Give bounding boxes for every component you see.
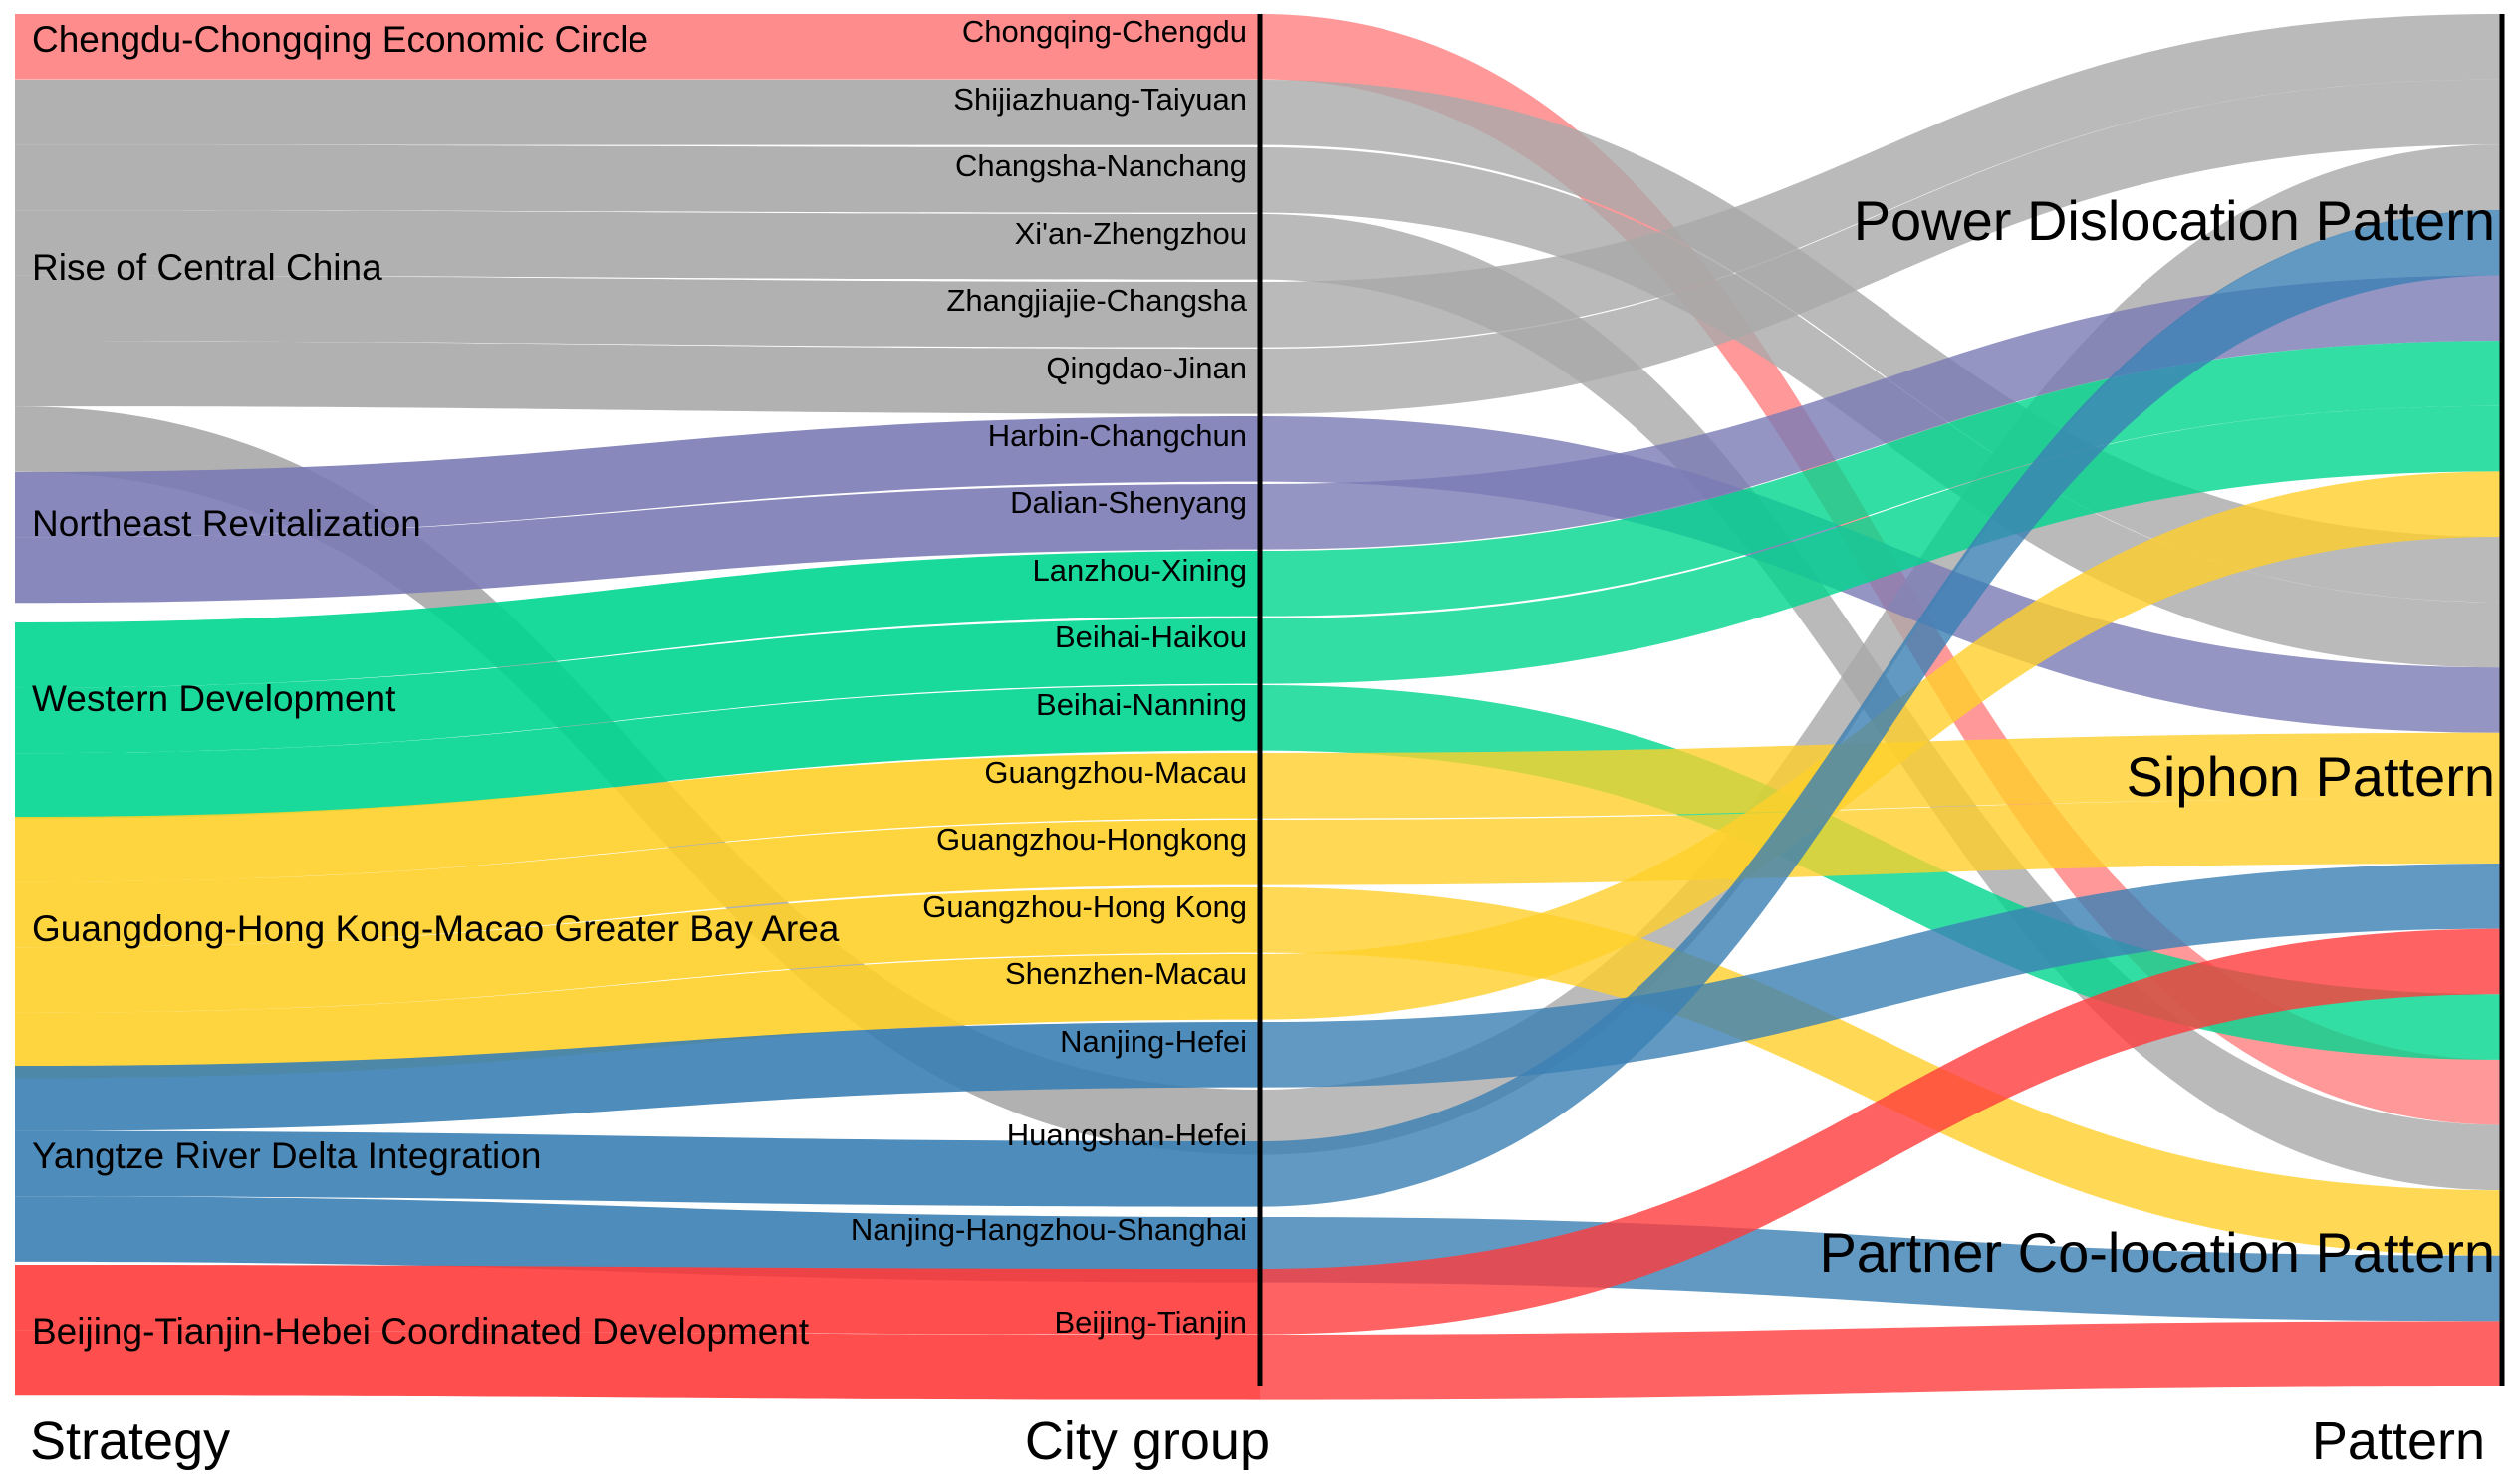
flow-strategy-to-city-9 bbox=[15, 551, 1260, 688]
pattern-label: Power Dislocation Pattern bbox=[1854, 189, 2495, 252]
flow-strategy-to-city-17 bbox=[15, 1130, 1260, 1207]
flow-city-to-pattern-9 bbox=[1260, 341, 2502, 617]
city-group-label: Shijiazhuang-Taiyuan bbox=[953, 82, 1247, 117]
city-group-label: Zhangjiajie-Changsha bbox=[946, 283, 1247, 318]
flow-strategy-to-city-12 bbox=[15, 753, 1260, 882]
flow-strategy-to-city-16 bbox=[15, 1022, 1260, 1131]
pattern-label: Partner Co-location Pattern bbox=[1819, 1221, 2495, 1284]
city-group-label: Guangzhou-Hong Kong bbox=[922, 889, 1247, 924]
flow-city-to-pattern-5 bbox=[1260, 79, 2502, 414]
flow-strategy-to-city-8 bbox=[15, 484, 1260, 604]
strategy-label: Rise of Central China bbox=[32, 247, 382, 288]
flow-strategy-to-city-15 bbox=[15, 954, 1260, 1079]
label-layer: Chengdu-Chongqing Economic Circle Rise of… bbox=[32, 14, 2495, 1352]
strategy-label: Western Development bbox=[32, 678, 396, 719]
flow-city-to-pattern-15 bbox=[1260, 471, 2502, 1020]
city-group-label: Chongqing-Chengdu bbox=[962, 14, 1247, 49]
flow-city-to-pattern-6 bbox=[1260, 144, 2502, 1155]
flow-city-to-pattern-19 bbox=[1260, 928, 2502, 1335]
flow-strategy-to-city-20 bbox=[15, 1330, 1260, 1400]
city-group-label: Xi'an-Zhengzhou bbox=[1015, 216, 1247, 251]
axis-title-city-group: City group bbox=[1025, 1411, 1270, 1471]
city-group-label: Nanjing-Hefei bbox=[1060, 1024, 1247, 1059]
flow-strategy-to-city-10 bbox=[15, 618, 1260, 754]
city-group-label: Qingdao-Jinan bbox=[1046, 351, 1247, 385]
flow-strategy-to-city-1 bbox=[15, 80, 1260, 145]
flow-strategy-to-city-18 bbox=[15, 1196, 1260, 1283]
pattern-label: Siphon Pattern bbox=[2127, 745, 2495, 808]
flow-city-to-pattern-4 bbox=[1260, 14, 2502, 348]
strategy-label: Guangdong-Hong Kong-Macao Greater Bay Ar… bbox=[32, 908, 840, 949]
axis-title-strategy: Strategy bbox=[30, 1411, 230, 1471]
axis-titles: Strategy City group Pattern bbox=[30, 1411, 2485, 1471]
flow-city-to-pattern-17 bbox=[1260, 209, 2502, 1207]
flow-city-to-pattern-14 bbox=[1260, 887, 2502, 1256]
flow-strategy-to-city-0 bbox=[15, 14, 1260, 80]
flow-strategy-to-city-5 bbox=[15, 341, 1260, 414]
city-group-label: Lanzhou-Xining bbox=[1033, 553, 1247, 588]
strategy-label: Yangtze River Delta Integration bbox=[32, 1135, 541, 1176]
flow-city-to-pattern-13 bbox=[1260, 798, 2502, 885]
city-group-label: Huangshan-Hefei bbox=[1007, 1117, 1247, 1152]
flow-strategy-to-city-11 bbox=[15, 685, 1260, 819]
axis-layer bbox=[1257, 14, 2505, 1386]
city-group-label: Guangzhou-Macau bbox=[984, 755, 1247, 790]
city-group-label: Beihai-Nanning bbox=[1036, 687, 1247, 722]
flow-layer bbox=[15, 14, 2502, 1400]
flow-strategy-to-city-4 bbox=[15, 275, 1260, 348]
city-group-label: Guangzhou-Hongkong bbox=[936, 822, 1247, 857]
flow-city-to-pattern-10 bbox=[1260, 405, 2502, 684]
flow-strategy-to-city-14 bbox=[15, 887, 1260, 1013]
city-group-label: Dalian-Shenyang bbox=[1010, 485, 1247, 520]
strategy-label: Chengdu-Chongqing Economic Circle bbox=[32, 19, 648, 60]
city-group-label: Changsha-Nanchang bbox=[955, 148, 1247, 183]
flow-strategy-to-city-13 bbox=[15, 820, 1260, 948]
flow-city-to-pattern-16 bbox=[1260, 864, 2502, 1088]
flow-strategy-to-city-3 bbox=[15, 210, 1260, 280]
strategy-label: Beijing-Tianjin-Hebei Coordinated Develo… bbox=[32, 1311, 810, 1352]
strategy-label: Northeast Revitalization bbox=[32, 503, 421, 544]
flow-strategy-to-city-7 bbox=[15, 416, 1260, 538]
flow-strategy-to-city-2 bbox=[15, 144, 1260, 213]
city-group-label: Shenzhen-Macau bbox=[1005, 956, 1247, 991]
city-group-label: Nanjing-Hangzhou-Shanghai bbox=[851, 1212, 1247, 1247]
city-group-label: Harbin-Changchun bbox=[988, 418, 1247, 453]
city-group-label: Beijing-Tianjin bbox=[1054, 1305, 1247, 1340]
flow-city-to-pattern-20 bbox=[1260, 1321, 2502, 1400]
flow-strategy-to-city-19 bbox=[15, 1265, 1260, 1335]
city-group-label: Beihai-Haikou bbox=[1055, 619, 1247, 654]
axis-title-pattern: Pattern bbox=[2312, 1411, 2485, 1471]
flow-city-to-pattern-1 bbox=[1260, 80, 2502, 603]
